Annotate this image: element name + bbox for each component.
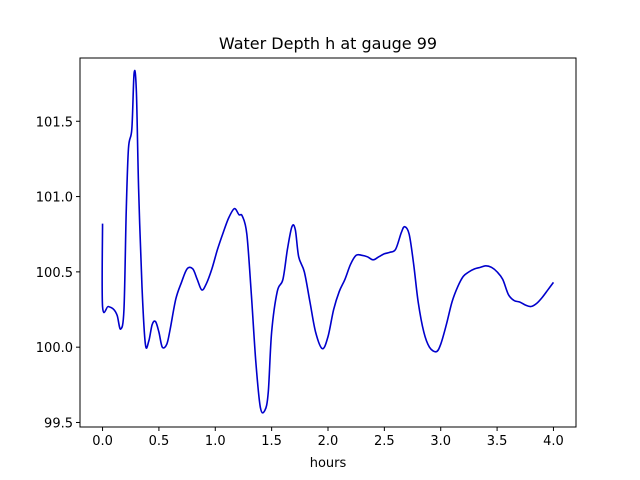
x-axis-ticks: 0.0 0.5 1.0 1.5 2.0 2.5 3.0 3.5 4.0 (92, 427, 564, 449)
x-tick-label: 0.5 (149, 434, 170, 449)
y-tick-label: 99.5 (44, 416, 73, 431)
x-tick-label: 3.5 (487, 434, 508, 449)
series-layer (101, 69, 555, 414)
y-axis-ticks: 99.5 100.0 100.5 101.0 101.5 (36, 115, 80, 431)
chart-title: Water Depth h at gauge 99 (219, 34, 437, 53)
x-tick-label: 2.5 (374, 434, 395, 449)
x-tick-label: 4.0 (543, 434, 564, 449)
x-tick-label: 0.0 (92, 434, 113, 449)
x-tick-label: 1.5 (261, 434, 282, 449)
water-depth-line (101, 69, 555, 414)
x-axis-label: hours (310, 456, 347, 471)
x-tick-label: 3.0 (430, 434, 451, 449)
x-tick-label: 1.0 (205, 434, 226, 449)
y-tick-label: 101.5 (36, 115, 73, 130)
plot-background (80, 58, 576, 427)
y-tick-label: 101.0 (36, 191, 73, 206)
plot-area (79, 57, 577, 428)
y-tick-label: 100.5 (36, 266, 73, 281)
x-tick-label: 2.0 (318, 434, 339, 449)
y-tick-label: 100.0 (36, 341, 73, 356)
